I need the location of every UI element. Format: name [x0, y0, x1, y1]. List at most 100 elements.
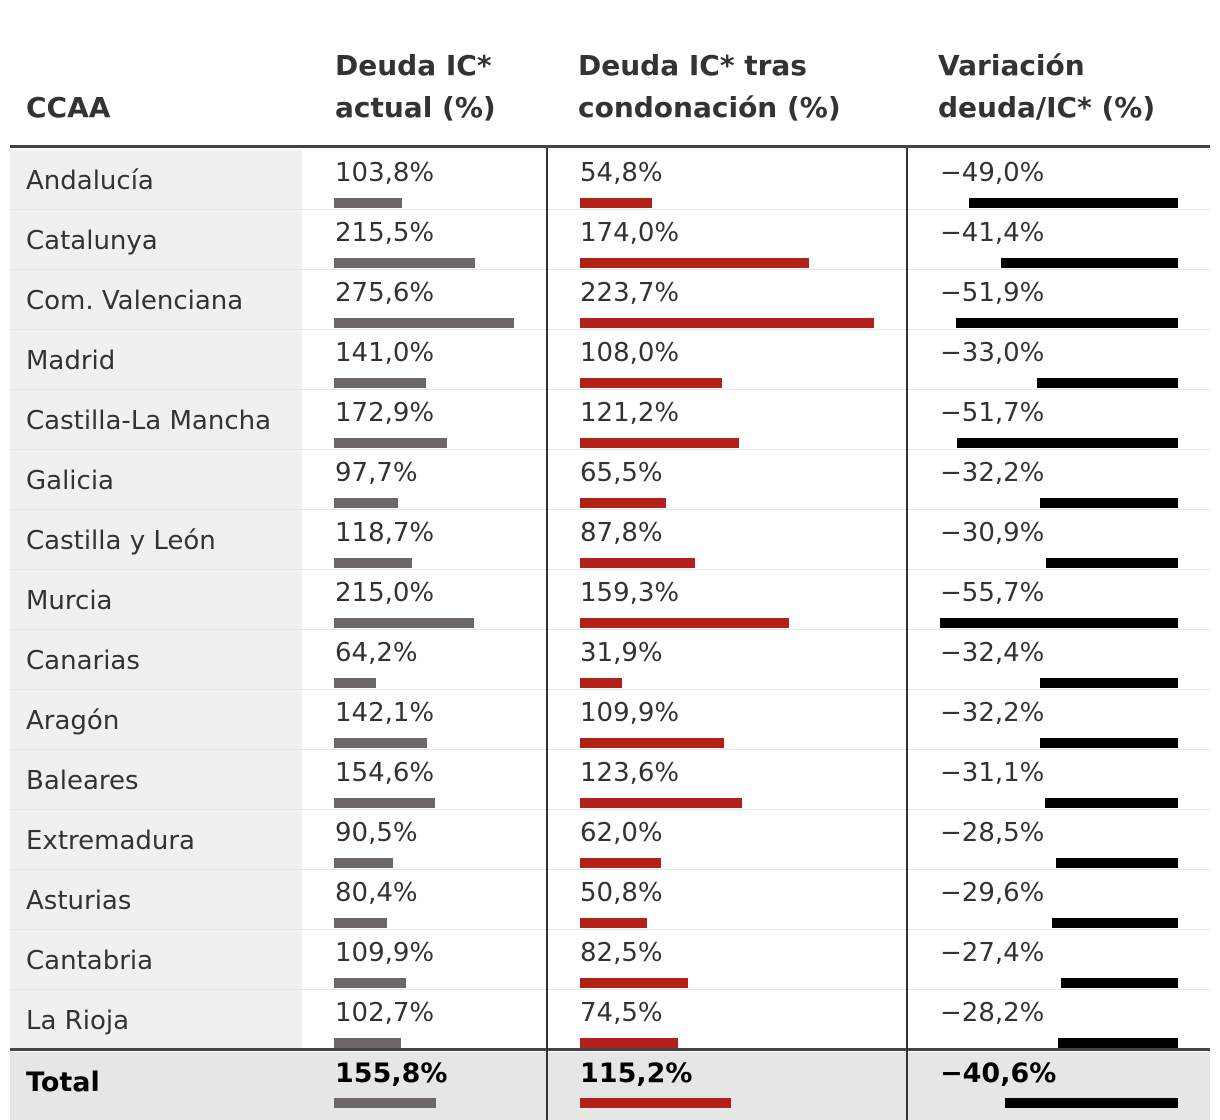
tras-value: 74,5% — [580, 998, 663, 1028]
actual-value: 215,0% — [335, 578, 435, 608]
tras-bar — [580, 378, 722, 388]
tras-bar — [580, 978, 688, 988]
tras-value: 82,5% — [580, 938, 663, 968]
actual-bar — [334, 498, 398, 508]
actual-bar — [334, 978, 406, 988]
tras-bar — [580, 918, 647, 928]
total-variacion-bar — [1005, 1098, 1178, 1108]
total-tras-value: 115,2% — [580, 1058, 693, 1089]
ccaa-cell — [10, 210, 302, 270]
actual-bar — [334, 438, 447, 448]
variacion-value: −27,4% — [940, 938, 1045, 968]
actual-bar — [334, 618, 474, 628]
tras-bar — [580, 258, 809, 268]
table-row: Murcia 215,0% 159,3% −55,7% — [10, 570, 1210, 630]
tras-bar — [580, 618, 789, 628]
actual-bar — [334, 918, 387, 928]
total-divider — [10, 1048, 1210, 1051]
row-separator — [10, 449, 1210, 450]
row-separator — [10, 389, 1210, 390]
row-separator — [10, 869, 1210, 870]
table-row: Baleares 154,6% 123,6% −31,1% — [10, 750, 1210, 810]
tras-value: 174,0% — [580, 218, 680, 248]
row-separator — [10, 989, 1210, 990]
ccaa-name: Canarias — [26, 646, 140, 676]
ccaa-name: Castilla y León — [26, 526, 216, 556]
actual-value: 90,5% — [335, 818, 418, 848]
actual-value: 141,0% — [335, 338, 435, 368]
actual-bar — [334, 198, 402, 208]
total-actual-bar — [334, 1098, 436, 1108]
row-separator — [10, 809, 1210, 810]
table-row: Catalunya 215,5% 174,0% −41,4% — [10, 210, 1210, 270]
table-row: Com. Valenciana 275,6% 223,7% −51,9% — [10, 270, 1210, 330]
tras-bar — [580, 738, 724, 748]
variacion-value: −29,6% — [940, 878, 1045, 908]
debt-table: CCAA Deuda IC* actual (%) Deuda IC* tras… — [10, 0, 1210, 1120]
tras-bar — [580, 318, 874, 328]
actual-value: 275,6% — [335, 278, 435, 308]
variacion-value: −51,7% — [940, 398, 1045, 428]
tras-value: 123,6% — [580, 758, 680, 788]
tras-value: 223,7% — [580, 278, 680, 308]
total-tras-bar — [580, 1098, 731, 1108]
variacion-bar — [1040, 678, 1178, 688]
actual-value: 109,9% — [335, 938, 435, 968]
header-variacion-line2: deuda/IC* (%) — [938, 91, 1156, 124]
table-row: Andalucía 103,8% 54,8% −49,0% — [10, 150, 1210, 210]
actual-value: 172,9% — [335, 398, 435, 428]
table-row: Cantabria 109,9% 82,5% −27,4% — [10, 930, 1210, 990]
variacion-bar — [1046, 558, 1178, 568]
row-separator — [10, 629, 1210, 630]
ccaa-name: Asturias — [26, 886, 132, 916]
ccaa-name: Galicia — [26, 466, 114, 496]
variacion-value: −28,2% — [940, 998, 1045, 1028]
actual-bar — [334, 798, 435, 808]
actual-value: 102,7% — [335, 998, 435, 1028]
ccaa-cell — [10, 510, 302, 570]
ccaa-cell — [10, 870, 302, 930]
header-ccaa: CCAA — [26, 91, 111, 124]
tras-bar — [580, 498, 666, 508]
ccaa-name: Cantabria — [26, 946, 154, 976]
row-separator — [10, 569, 1210, 570]
variacion-bar — [1056, 858, 1178, 868]
actual-value: 154,6% — [335, 758, 435, 788]
variacion-bar — [940, 618, 1178, 628]
variacion-value: −41,4% — [940, 218, 1045, 248]
variacion-bar — [969, 198, 1178, 208]
ccaa-name: La Rioja — [26, 1006, 130, 1036]
ccaa-cell — [10, 270, 302, 330]
ccaa-name: Murcia — [26, 586, 113, 616]
row-separator — [10, 509, 1210, 510]
tras-value: 109,9% — [580, 698, 680, 728]
tras-value: 50,8% — [580, 878, 663, 908]
ccaa-cell — [10, 570, 302, 630]
tras-bar — [580, 558, 695, 568]
variacion-value: −49,0% — [940, 158, 1045, 188]
header-tras-line1: Deuda IC* tras — [578, 49, 807, 82]
variacion-value: −33,0% — [940, 338, 1045, 368]
actual-bar — [334, 378, 426, 388]
ccaa-name: Catalunya — [26, 226, 158, 256]
ccaa-name: Baleares — [26, 766, 139, 796]
variacion-bar — [1058, 1038, 1178, 1048]
tras-value: 87,8% — [580, 518, 663, 548]
table-row: Aragón 142,1% 109,9% −32,2% — [10, 690, 1210, 750]
total-row: Total 155,8% 115,2% −40,6% — [10, 1052, 1210, 1120]
header-actual-line1: Deuda IC* — [335, 49, 492, 82]
variacion-bar — [956, 318, 1178, 328]
ccaa-name: Aragón — [26, 706, 120, 736]
ccaa-cell — [10, 330, 302, 390]
column-divider-1 — [546, 148, 548, 1120]
tras-bar — [580, 678, 622, 688]
ccaa-cell — [10, 690, 302, 750]
variacion-value: −32,4% — [940, 638, 1045, 668]
header-actual-line2: actual (%) — [335, 91, 496, 124]
header-variacion-line1: Variación — [938, 49, 1085, 82]
tras-bar — [580, 1038, 678, 1048]
variacion-value: −32,2% — [940, 458, 1045, 488]
table-row: Asturias 80,4% 50,8% −29,6% — [10, 870, 1210, 930]
tras-value: 31,9% — [580, 638, 663, 668]
total-variacion-value: −40,6% — [940, 1058, 1057, 1089]
